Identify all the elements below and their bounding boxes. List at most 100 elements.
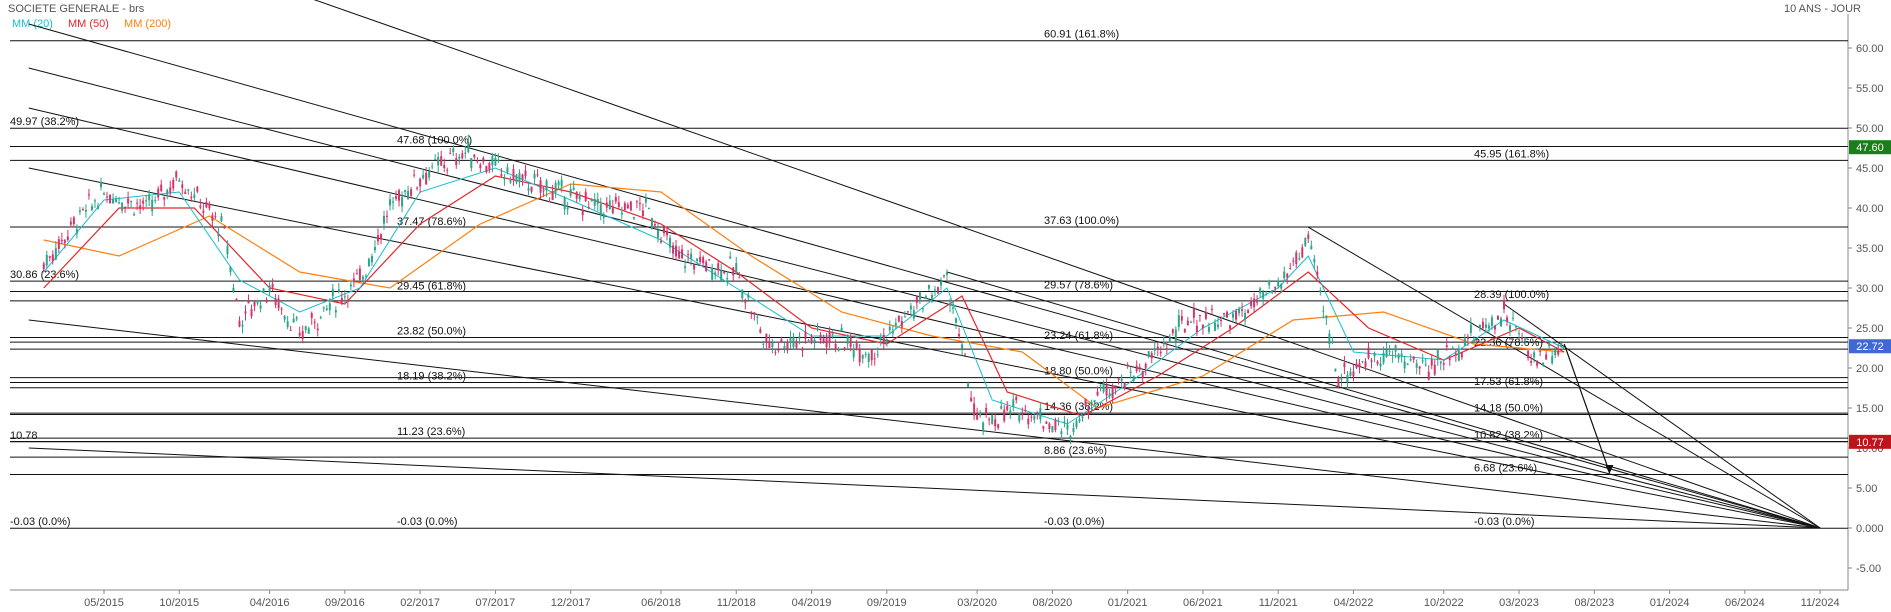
candle-body: [638, 203, 641, 205]
candle-body: [735, 263, 738, 275]
candle-body: [1177, 315, 1180, 328]
candle-body: [1515, 326, 1518, 328]
candle-body: [1024, 409, 1027, 411]
candle-body: [946, 272, 949, 275]
candle-body: [1530, 360, 1533, 363]
x-tick-label: 07/2017: [476, 597, 516, 609]
candle-body: [1503, 299, 1505, 310]
candle-body: [1183, 328, 1186, 333]
candle-body: [1295, 252, 1298, 265]
candle-body: [340, 297, 343, 303]
trend-line: [28, 107, 1821, 529]
candle-body: [265, 299, 268, 303]
x-tick-label: 04/2016: [250, 597, 290, 609]
candle-body: [663, 227, 665, 234]
candle-body: [810, 336, 813, 343]
candle-body: [599, 204, 602, 215]
candle-body: [304, 326, 307, 330]
candle-body: [1030, 416, 1033, 418]
candle-body: [985, 407, 988, 414]
candle-body: [1361, 361, 1364, 363]
candle-body: [1006, 405, 1009, 411]
candle-body: [1265, 294, 1268, 296]
candle-body: [958, 334, 961, 337]
candle-body: [870, 349, 873, 361]
candle-body: [1256, 301, 1259, 303]
candle-body: [970, 397, 973, 402]
candle-body: [1301, 247, 1304, 258]
candle-body: [69, 221, 72, 225]
candle-body: [494, 157, 497, 166]
candle-body: [1027, 418, 1030, 425]
candle-body: [90, 206, 93, 210]
candle-body: [593, 198, 596, 206]
candle-body: [66, 236, 69, 240]
candle-body: [208, 203, 211, 209]
candle-body: [1316, 271, 1319, 276]
candle-body: [641, 210, 644, 216]
candle-body: [1226, 311, 1229, 318]
candle-body: [1201, 324, 1204, 329]
price-badge-label: 22.72: [1856, 341, 1884, 353]
candle-body: [452, 148, 455, 153]
candle-body: [145, 200, 148, 202]
candle-body: [1283, 271, 1286, 279]
candle-body: [1171, 329, 1174, 334]
candle-body: [1150, 353, 1153, 359]
candle-body: [373, 247, 376, 251]
candle-body: [780, 339, 783, 342]
candle-body: [1460, 352, 1463, 358]
candle-body: [840, 327, 843, 332]
ma200-line: [43, 183, 1565, 409]
candle-body: [1427, 371, 1430, 380]
candle-body: [259, 305, 262, 309]
candle-body: [1241, 309, 1244, 312]
candle-body: [268, 285, 271, 292]
candle-body: [1472, 340, 1475, 343]
candle-body: [708, 259, 711, 261]
fib-level-label: 10.78: [10, 430, 38, 442]
fib-level-label: 45.95 (161.8%): [1474, 148, 1549, 160]
price-badge: [1849, 140, 1891, 155]
candle-body: [232, 287, 235, 292]
fib-level-label: 6.68 (23.6%): [1474, 463, 1537, 475]
candle-body: [148, 194, 151, 201]
candle-body: [1153, 348, 1156, 351]
candle-body: [873, 358, 876, 360]
candle-body: [196, 186, 199, 192]
candle-body: [178, 180, 181, 182]
candle-body: [1036, 413, 1039, 415]
candle-body: [1524, 338, 1527, 340]
candle-body: [166, 189, 169, 195]
candle-body: [370, 256, 373, 263]
candle-body: [398, 190, 401, 201]
candle-body: [855, 343, 858, 348]
trend-line: [1308, 226, 1821, 529]
candle-body: [277, 298, 280, 309]
candle-body: [891, 331, 894, 334]
candle-body: [1033, 415, 1036, 420]
candle-body: [1496, 316, 1499, 320]
y-tick-label: 25.00: [1856, 323, 1884, 335]
candle-body: [690, 253, 693, 259]
candle-body: [693, 264, 696, 270]
candle-body: [48, 256, 51, 258]
y-tick-label: 45.00: [1856, 163, 1884, 175]
candle-body: [1545, 354, 1548, 360]
candle-body: [988, 419, 991, 421]
candle-body: [1286, 273, 1289, 278]
candle-body: [1156, 346, 1159, 350]
candle-body: [449, 152, 452, 154]
candle-body: [906, 311, 909, 313]
candle-body: [325, 308, 328, 311]
candle-body: [316, 328, 319, 331]
candle-body: [717, 263, 720, 271]
candle-body: [163, 196, 166, 200]
candle-body: [816, 328, 819, 330]
y-tick-label: 60.00: [1856, 43, 1884, 55]
candle-body: [187, 189, 190, 191]
y-tick-label: 0.000: [1856, 523, 1884, 535]
candle-body: [1123, 382, 1126, 389]
candle-body: [404, 190, 407, 193]
candle-body: [897, 315, 900, 322]
